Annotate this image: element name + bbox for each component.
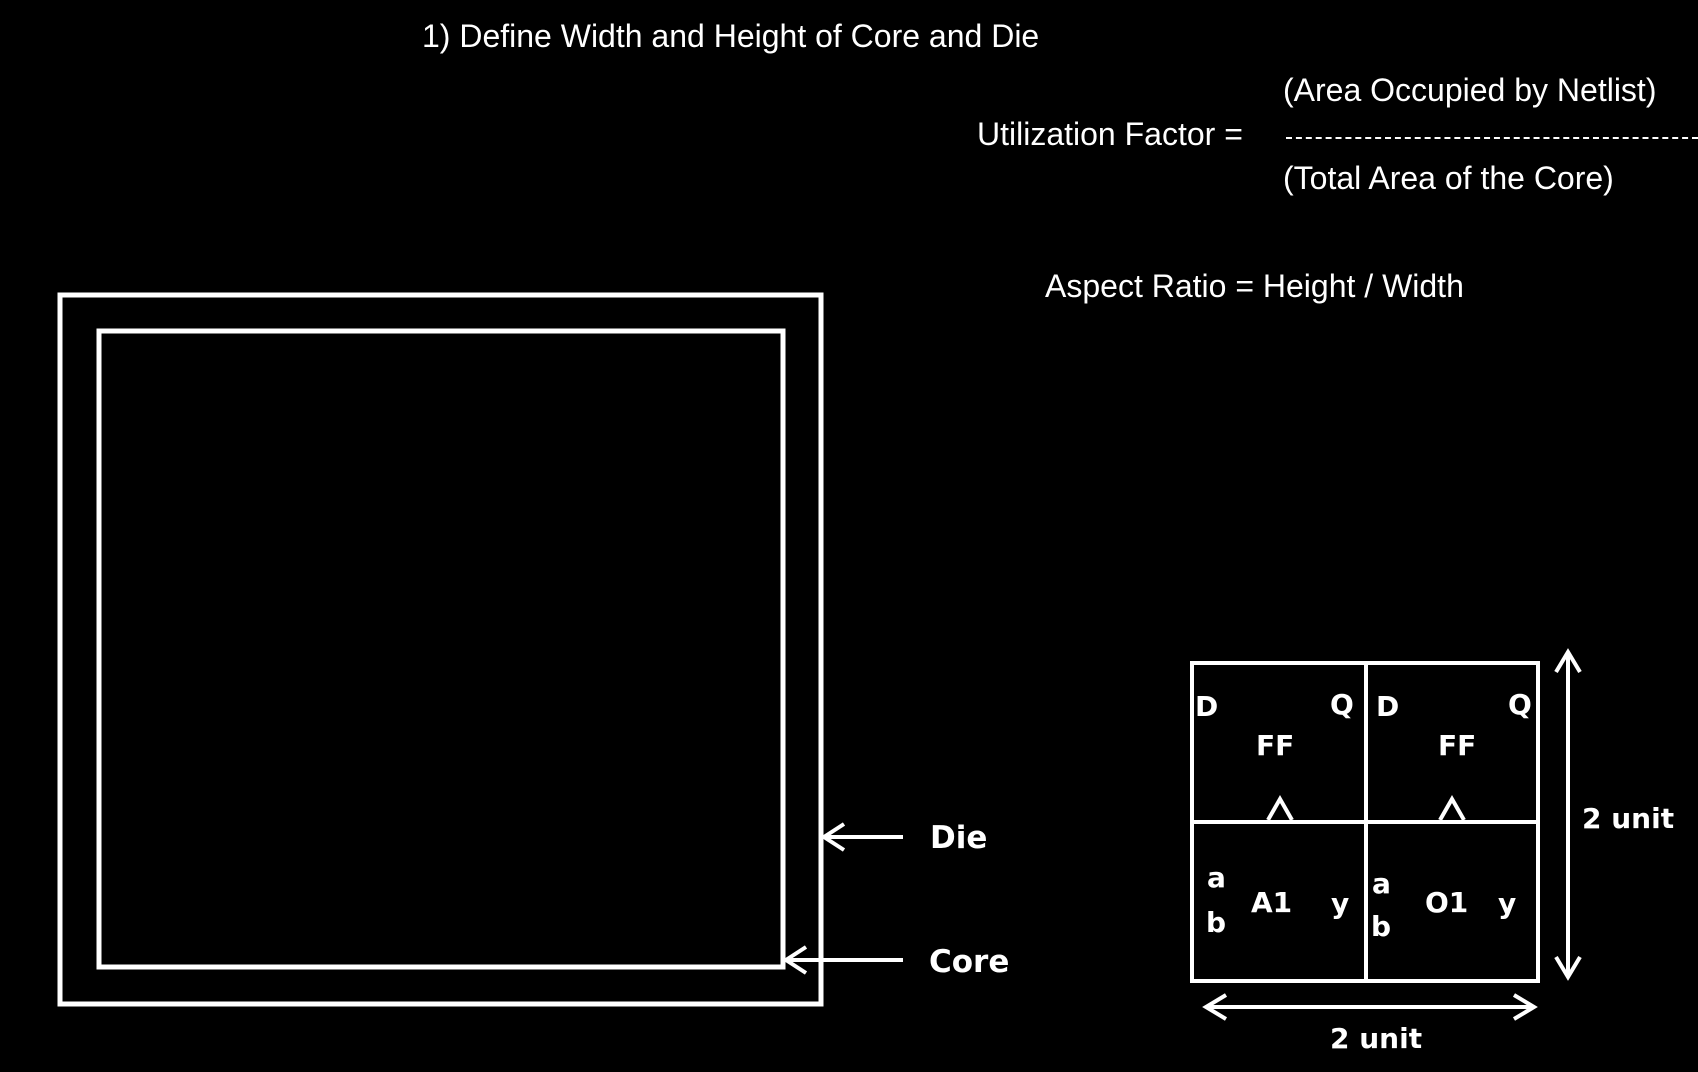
utilization-numerator: (Area Occupied by Netlist) — [1283, 72, 1657, 108]
and-y-pin: y — [1331, 887, 1349, 920]
utilization-factor-label: Utilization Factor = — [977, 116, 1243, 152]
or-y-pin: y — [1498, 887, 1516, 920]
and-a-pin: a — [1207, 861, 1226, 894]
slide-title: 1) Define Width and Height of Core and D… — [422, 18, 1040, 54]
fraction-line — [1286, 137, 1698, 139]
core-label: Core — [929, 944, 1009, 980]
width-label: 2 unit — [1330, 1022, 1422, 1055]
ff1-q-pin: Q — [1330, 688, 1354, 721]
ff2-d-pin: D — [1376, 690, 1399, 723]
height-label: 2 unit — [1582, 802, 1674, 835]
ff2-q-pin: Q — [1508, 688, 1532, 721]
or-b-pin: b — [1371, 910, 1391, 943]
ff1-name: FF — [1256, 729, 1294, 762]
height-dimension-arrow — [1554, 648, 1582, 981]
core-rect — [96, 328, 786, 970]
width-dimension-arrow — [1202, 993, 1538, 1021]
ff2-name: FF — [1438, 729, 1476, 762]
core-arrow — [782, 945, 903, 975]
ff1-clock-icon — [1266, 794, 1294, 821]
die-arrow — [820, 822, 903, 852]
die-rect — [57, 292, 824, 1007]
or-a-pin: a — [1372, 867, 1391, 900]
ff2-clock-icon — [1438, 794, 1466, 821]
die-label: Die — [930, 820, 987, 856]
or-gate-name: O1 — [1425, 886, 1468, 919]
and-gate-name: A1 — [1251, 886, 1292, 919]
utilization-denominator: (Total Area of the Core) — [1283, 160, 1614, 196]
aspect-ratio-formula: Aspect Ratio = Height / Width — [1045, 268, 1464, 304]
and-b-pin: b — [1206, 906, 1226, 939]
cell-grid — [1190, 661, 1540, 983]
ff1-d-pin: D — [1195, 690, 1218, 723]
